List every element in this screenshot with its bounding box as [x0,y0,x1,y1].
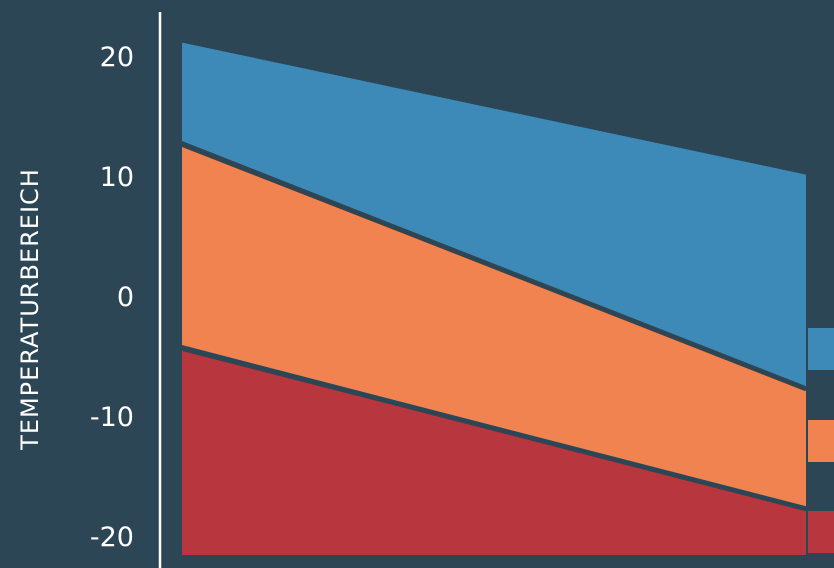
y-tick-label: 0 [117,282,134,313]
y-tick-label: -20 [90,522,134,553]
legend-swatch-2 [808,420,834,462]
band-separator-1 [181,141,807,392]
y-tick-label: -10 [90,402,134,433]
y-tick-labels: 20 10 0 -10 -20 [90,42,134,553]
y-tick-label: 10 [100,162,134,193]
legend-swatch-3 [808,511,834,553]
y-tick-label: 20 [100,42,134,73]
legend-swatch-1 [808,328,834,370]
band-2 [182,147,806,507]
band-3 [182,351,806,555]
band-1 [182,42,806,387]
band-separator-2 [181,345,807,512]
y-axis-title: TEMPERATURBEREICH [16,168,44,451]
edge-layer [181,141,807,512]
bands-layer [182,42,834,555]
